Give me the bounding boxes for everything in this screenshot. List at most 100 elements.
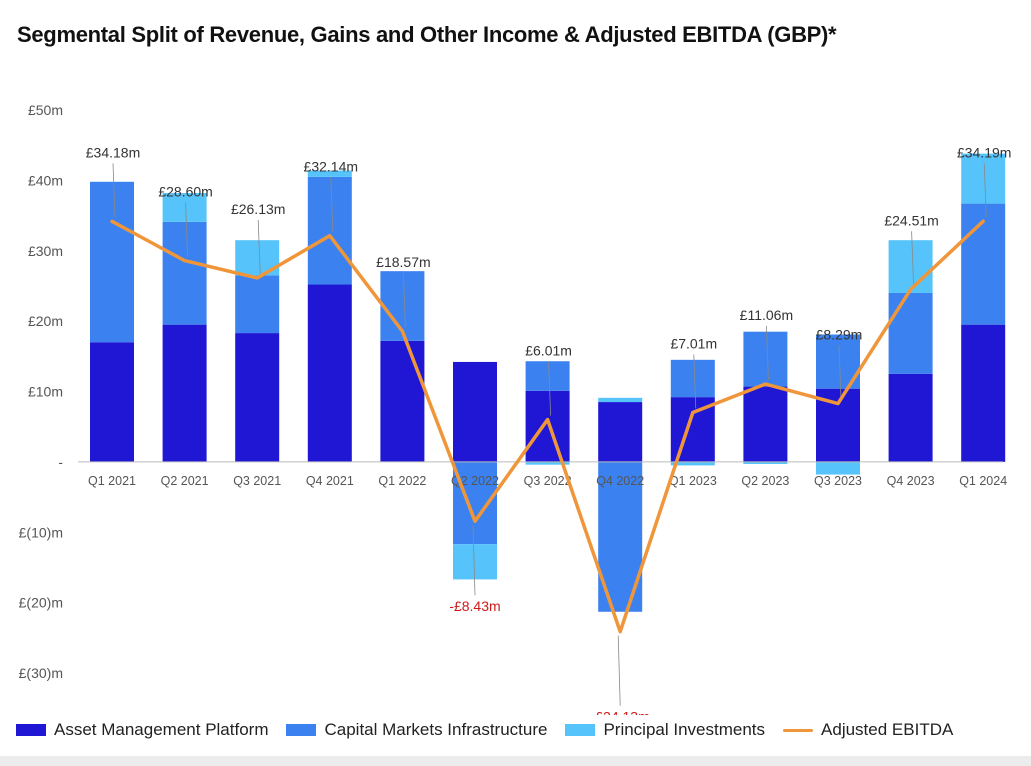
bar-segment-q3-2023-s2 bbox=[816, 461, 860, 475]
ebitda-data-label: £28.60m bbox=[158, 184, 212, 200]
bar-segment-q4-2021-s0 bbox=[307, 284, 352, 462]
x-axis: Q1 2021 Q2 2021 Q3 2021 Q4 2021 Q1 2022 Q2 20… bbox=[88, 474, 1007, 488]
legend-swatch-capital-markets bbox=[286, 724, 317, 736]
x-tick-label: Q1 2024 bbox=[959, 474, 1007, 488]
ebitda-data-label: £34.19m bbox=[957, 144, 1011, 160]
bar-segment-q1-2022-s0 bbox=[380, 340, 425, 462]
ebitda-data-label: £32.14m bbox=[304, 159, 358, 175]
legend: Asset Management Platform Capital Market… bbox=[16, 720, 971, 740]
bar-segment-q1-2023-s1 bbox=[670, 359, 715, 398]
x-tick-label: Q2 2021 bbox=[161, 474, 209, 488]
legend-line-adjusted-ebitda bbox=[783, 728, 814, 732]
y-tick-label: £(10)m bbox=[19, 524, 63, 540]
x-tick-label: Q4 2021 bbox=[306, 474, 354, 488]
ebitda-line bbox=[110, 219, 985, 634]
x-tick-label: Q1 2023 bbox=[669, 474, 717, 488]
label-leader bbox=[112, 163, 116, 218]
y-tick-label: £10m bbox=[28, 384, 63, 400]
ebitda-data-label: -£8.43m bbox=[449, 598, 500, 614]
ebitda-data-label: £6.01m bbox=[525, 343, 572, 359]
ebitda-data-label: £7.01m bbox=[670, 336, 717, 352]
bar-segment-q4-2023-s2 bbox=[888, 240, 933, 293]
bar-segment-q2-2023-s0 bbox=[743, 386, 788, 462]
label-leader bbox=[330, 177, 334, 232]
bar-segment-q1-2024-s1 bbox=[961, 203, 1006, 325]
bar-segment-q4-2021-s1 bbox=[307, 176, 352, 285]
bar-segment-q1-2024-s2 bbox=[961, 153, 1006, 204]
bar-segment-q3-2022-s2 bbox=[525, 461, 570, 465]
y-tick-label: £(30)m bbox=[19, 665, 63, 681]
bar-segment-q3-2021-s1 bbox=[235, 275, 280, 334]
x-tick-label: Q4 2022 bbox=[596, 474, 644, 488]
ebitda-data-label: £34.18m bbox=[86, 144, 140, 160]
y-tick-label: £40m bbox=[28, 172, 63, 188]
chart-title: Segmental Split of Revenue, Gains and Ot… bbox=[17, 22, 837, 47]
x-tick-label: Q1 2022 bbox=[378, 474, 426, 488]
chart-plot: £50m£40m£30m£20m£10m-£(10)m£(20)m£(30)m … bbox=[19, 102, 1012, 715]
x-tick-label: Q3 2022 bbox=[524, 474, 572, 488]
label-leader bbox=[693, 354, 697, 409]
y-tick-label: - bbox=[58, 454, 63, 470]
ebitda-data-label: £18.57m bbox=[376, 254, 430, 270]
legend-item-principal-investments: Principal Investments bbox=[565, 720, 765, 740]
bar-segment-q4-2023-s0 bbox=[888, 373, 933, 462]
x-tick-label: Q2 2023 bbox=[741, 474, 789, 488]
legend-label: Asset Management Platform bbox=[54, 720, 269, 739]
bar-segment-q2-2022-s0 bbox=[453, 361, 497, 462]
bar-segment-q2-2021-s2 bbox=[162, 193, 207, 222]
ebitda-data-label: £11.06m bbox=[740, 307, 793, 323]
label-leader bbox=[911, 231, 914, 286]
ebitda-data-label: £8.29m bbox=[816, 327, 863, 343]
bar-segment-q3-2022-s1 bbox=[525, 361, 570, 391]
legend-label: Capital Markets Infrastructure bbox=[324, 720, 548, 739]
bar-segment-q2-2023-s1 bbox=[743, 331, 788, 387]
bars-group bbox=[78, 153, 1006, 612]
bar-segment-q1-2024-s0 bbox=[961, 324, 1006, 462]
bar-segment-q1-2021-s1 bbox=[90, 181, 134, 343]
bar-segment-q4-2023-s1 bbox=[888, 292, 933, 374]
ebitda-data-label: £26.13m bbox=[231, 201, 285, 217]
bar-segment-q2-2021-s1 bbox=[162, 221, 207, 325]
ebitda-data-label: -£24.13m bbox=[591, 709, 650, 715]
bar-segment-q2-2021-s0 bbox=[162, 324, 207, 462]
label-leader bbox=[403, 273, 406, 328]
legend-swatch-principal-investments bbox=[565, 724, 596, 736]
label-leader bbox=[472, 525, 476, 596]
legend-item-asset-management: Asset Management Platform bbox=[16, 720, 268, 740]
bottom-bar bbox=[0, 756, 1031, 766]
bar-segment-q3-2021-s0 bbox=[235, 333, 280, 462]
label-leader bbox=[617, 635, 621, 706]
y-tick-label: £50m bbox=[28, 102, 63, 118]
y-tick-label: £20m bbox=[28, 313, 63, 329]
legend-label: Principal Investments bbox=[603, 720, 766, 739]
label-leader bbox=[257, 219, 261, 274]
bar-segment-q2-2023-s2 bbox=[743, 461, 788, 464]
label-leader bbox=[983, 163, 987, 218]
x-tick-label: Q4 2023 bbox=[887, 474, 935, 488]
legend-item-adjusted-ebitda: Adjusted EBITDA bbox=[783, 720, 953, 740]
x-tick-label: Q1 2021 bbox=[88, 474, 136, 488]
bar-segment-q4-2022-s0 bbox=[598, 402, 643, 462]
bar-segment-q1-2021-s0 bbox=[90, 342, 134, 462]
ebitda-line-group bbox=[110, 219, 985, 634]
bar-segment-q4-2022-s2 bbox=[598, 397, 643, 403]
bar-segment-q4-2021-s2 bbox=[307, 170, 352, 177]
bar-segment-q1-2023-s2 bbox=[670, 461, 715, 466]
data-labels: £34.18m £28.60m £26.13m £32.14m £18.57m -£8.4… bbox=[86, 144, 1012, 715]
label-leader bbox=[548, 361, 551, 416]
y-tick-label: £30m bbox=[28, 243, 63, 259]
legend-swatch-asset-management bbox=[16, 724, 46, 736]
label-leader bbox=[766, 326, 769, 381]
x-tick-label: Q3 2021 bbox=[233, 474, 281, 488]
label-leader bbox=[838, 345, 842, 400]
ebitda-data-label: £24.51m bbox=[884, 212, 938, 228]
label-leaders bbox=[112, 163, 987, 706]
legend-item-capital-markets: Capital Markets Infrastructure bbox=[286, 720, 547, 740]
x-tick-label: Q2 2022 bbox=[451, 474, 499, 488]
bar-segment-q2-2022-s2 bbox=[453, 544, 497, 580]
label-leader bbox=[185, 202, 188, 257]
y-tick-label: £(20)m bbox=[19, 595, 63, 611]
bar-segment-q3-2022-s0 bbox=[525, 390, 570, 462]
legend-label: Adjusted EBITDA bbox=[821, 720, 954, 739]
y-axis: £50m £40m £30m £20m £10m - £(10)m £(20)m £(30)m bbox=[19, 102, 64, 681]
